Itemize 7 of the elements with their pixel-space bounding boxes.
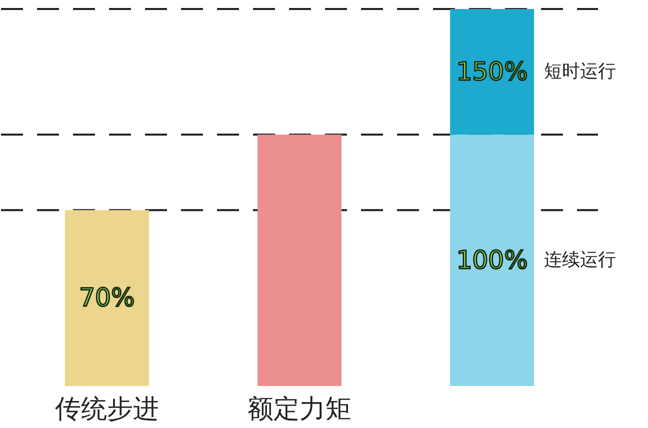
data-label: 100% [456, 245, 528, 274]
total-label: 150% [456, 56, 528, 86]
series-label: 短时运行 [544, 60, 616, 82]
x-tick-label: 传统步进 [54, 394, 159, 424]
data-label: 70% [79, 283, 135, 312]
x-tick-label: 额定力矩 [248, 394, 352, 424]
series-label: 连续运行 [544, 249, 616, 270]
